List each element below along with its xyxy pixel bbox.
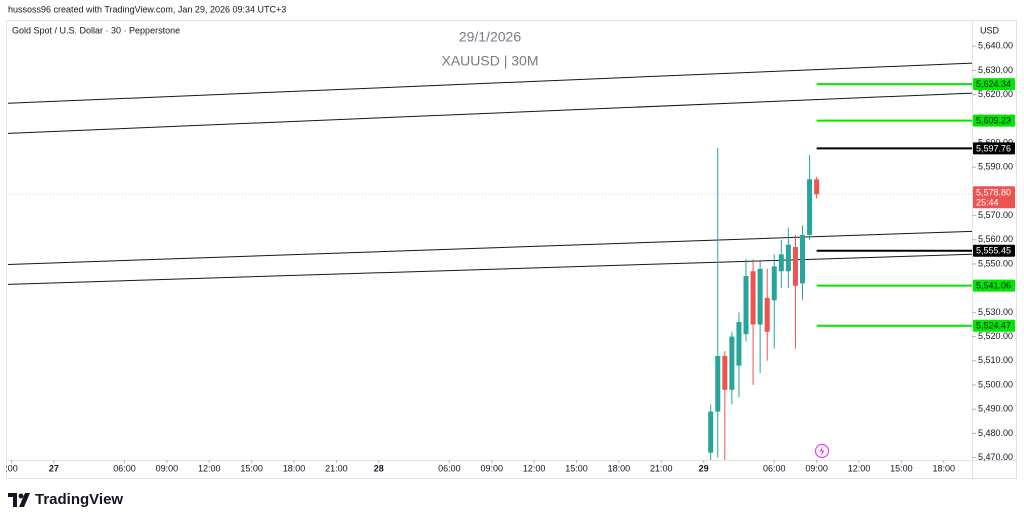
- y-tick-label: 5,640.00: [978, 41, 1013, 51]
- x-tick-label: 27: [49, 463, 59, 473]
- x-tick-label: 06:00: [438, 463, 461, 473]
- price-level-tag: [973, 319, 1015, 332]
- y-tick-label: 5,590.00: [978, 162, 1013, 172]
- x-tick-label: :00: [5, 463, 18, 473]
- price-level-label: 5,597.76: [976, 143, 1011, 153]
- candle-body: [807, 179, 813, 235]
- candle-body: [750, 271, 756, 325]
- x-tick-label: 18:00: [283, 463, 306, 473]
- x-tick-label: 06:00: [763, 463, 786, 473]
- price-level-tag: [973, 142, 1015, 155]
- x-tick-label: 29: [699, 463, 709, 473]
- symbol-title: Gold Spot / U.S. Dollar · 30 · Peppersto…: [12, 25, 180, 35]
- candle-body: [800, 234, 806, 284]
- candle-body: [771, 266, 777, 301]
- candle-body: [729, 336, 735, 390]
- y-tick-label: 5,480.00: [978, 428, 1013, 438]
- x-tick-label: 15:00: [565, 463, 588, 473]
- x-tick-label: 06:00: [113, 463, 136, 473]
- price-level-tag: [973, 244, 1015, 257]
- price-level-label: 5,524.47: [976, 321, 1011, 331]
- last-price-tag: [973, 186, 1015, 209]
- watermark-symbol: XAUUSD | 30M: [442, 53, 539, 69]
- x-tick-label: 09:00: [480, 463, 503, 473]
- y-tick-label: 5,500.00: [978, 379, 1013, 389]
- candle-body: [757, 268, 763, 325]
- price-level-tag: [973, 279, 1015, 292]
- plot-area: [8, 62, 972, 460]
- chart-frame: [6, 20, 1017, 479]
- x-tick-label: 21:00: [650, 463, 673, 473]
- y-tick-label: 5,560.00: [978, 234, 1013, 244]
- brand-logo[interactable]: TradingView: [8, 491, 123, 508]
- y-tick-label: 5,600.00: [978, 137, 1013, 147]
- x-tick-label: 18:00: [608, 463, 631, 473]
- price-level-label: 5,555.45: [976, 246, 1011, 256]
- trend-line: [8, 230, 972, 265]
- x-tick-label: 09:00: [156, 463, 179, 473]
- watermark-date: 29/1/2026: [459, 29, 521, 45]
- price-level-label: 5,541.06: [976, 280, 1011, 290]
- x-tick-label: 12:00: [848, 463, 871, 473]
- candle-body: [715, 355, 721, 412]
- countdown: 25:44: [976, 198, 999, 208]
- y-tick-label: 5,520.00: [978, 331, 1013, 341]
- candle-body: [785, 244, 791, 272]
- candle-body: [778, 254, 784, 272]
- x-tick-label: 18:00: [932, 463, 955, 473]
- price-level-tag: [973, 78, 1015, 91]
- last-price-label: 5,578.80: [976, 188, 1011, 198]
- candle-body: [708, 411, 714, 453]
- x-tick-label: 12:00: [198, 463, 221, 473]
- candle-body: [764, 297, 770, 332]
- candle-body: [814, 179, 820, 195]
- x-tick-label: 28: [374, 463, 384, 473]
- x-tick-label: 21:00: [325, 463, 348, 473]
- candle-body: [792, 247, 798, 286]
- brand-name: TradingView: [35, 491, 123, 508]
- x-tick-label: 12:00: [523, 463, 546, 473]
- candle-body: [736, 322, 742, 366]
- x-tick-label: 09:00: [805, 463, 828, 473]
- x-tick-label: 15:00: [240, 463, 263, 473]
- trend-line: [8, 62, 972, 104]
- price-level-label: 5,609.23: [976, 116, 1011, 126]
- y-tick-label: 5,620.00: [978, 89, 1013, 99]
- price-level-label: 5,624.34: [976, 79, 1011, 89]
- x-tick-label: 15:00: [890, 463, 913, 473]
- y-tick-label: 5,510.00: [978, 355, 1013, 365]
- candle-body: [722, 355, 728, 390]
- currency: USD: [980, 25, 1000, 35]
- trend-line: [8, 253, 972, 285]
- y-tick-label: 5,530.00: [978, 307, 1013, 317]
- candle-body: [743, 276, 749, 335]
- attribution: hussoss96 created with TradingView.com, …: [8, 4, 286, 14]
- y-tick-label: 5,570.00: [978, 210, 1013, 220]
- trend-line: [8, 92, 972, 134]
- y-tick-label: 5,490.00: [978, 404, 1013, 414]
- price-level-tag: [973, 114, 1015, 127]
- alert-icon[interactable]: [814, 443, 830, 459]
- y-tick-label: 5,470.00: [978, 452, 1013, 462]
- y-tick-label: 5,630.00: [978, 65, 1013, 75]
- y-tick-label: 5,550.00: [978, 258, 1013, 268]
